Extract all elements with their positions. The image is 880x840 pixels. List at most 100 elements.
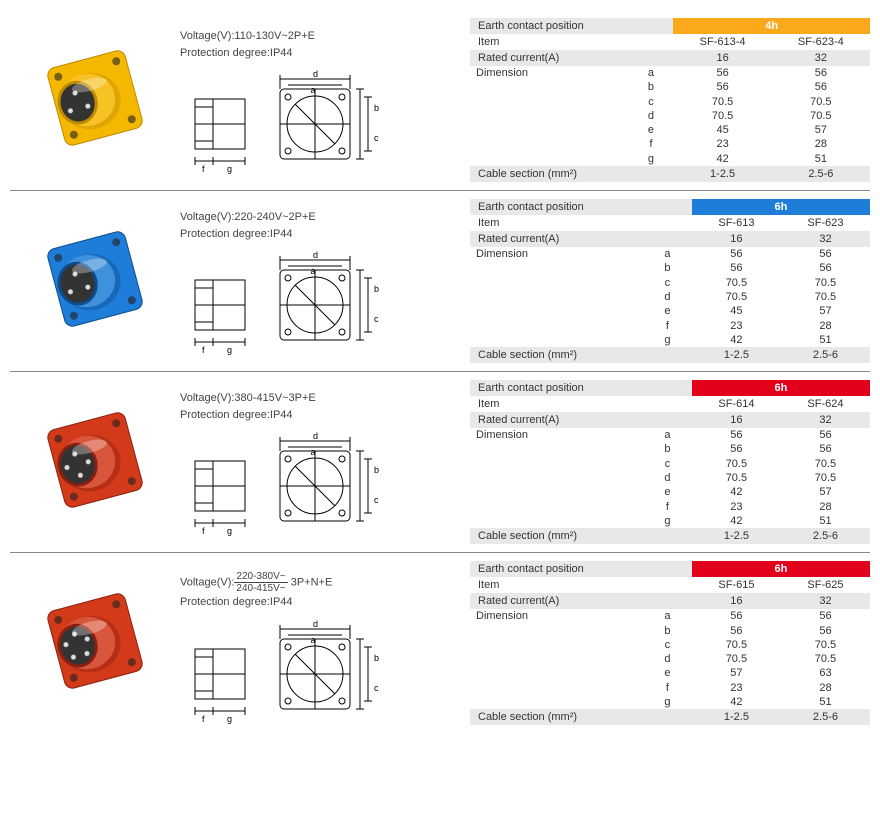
dim-value: 70.5 [692,457,781,471]
dim-value: 56 [692,428,781,442]
dim-value: 23 [692,319,781,333]
voltage-frac-top: 220-380V~ [234,571,287,583]
earth-label: Earth contact position [470,561,692,577]
dim-value: 56 [692,442,781,456]
cable-value: 1-2.5 [673,166,771,182]
dim-value: 42 [692,333,781,347]
svg-text:g: g [227,526,232,536]
item-value: SF-613-4 [673,34,771,50]
protection-label: Protection degree: [180,228,270,240]
rated-value: 32 [781,593,870,609]
rated-label: Rated current(A) [470,50,673,66]
cable-label: Cable section (mm²) [470,347,692,363]
dim-value: 70.5 [781,652,870,666]
dim-value: 70.5 [781,471,870,485]
earth-pos: 6h [692,561,870,577]
dim-letter: f [643,319,692,333]
dim-value: 70.5 [692,652,781,666]
spec-table-container: Earth contact position 6h Item SF-615 SF… [470,561,870,725]
dimension-label [470,137,629,151]
dimension-label [470,624,643,638]
dim-value: 70.5 [692,276,781,290]
dimension-label [470,666,643,680]
earth-label: Earth contact position [470,380,692,396]
dim-letter: f [629,137,674,151]
dim-value: 57 [692,666,781,680]
dim-value: 56 [673,80,771,94]
dim-letter: b [629,80,674,94]
dim-letter: d [643,652,692,666]
dim-value: 56 [692,624,781,638]
dimension-label: Dimension [470,428,643,442]
cable-value: 2.5-6 [781,528,870,544]
dimension-label [470,152,629,166]
earth-label: Earth contact position [470,199,692,215]
voltage-value: 220-240V~2P+E [234,211,315,223]
spec-table: Earth contact position 6h Item SF-615 SF… [470,561,870,725]
dim-letter: a [643,247,692,261]
spec-table: Earth contact position 4h Item SF-613-4 … [470,18,870,182]
spec-text: Voltage(V):220-380V~240-415V~ 3P+N+E Pro… [180,571,470,611]
rated-value: 16 [692,412,781,428]
earth-pos: 4h [673,18,870,34]
product-row: Voltage(V):110-130V~2P+E Protection degr… [10,10,870,191]
svg-text:g: g [227,345,232,355]
dim-letter: d [643,471,692,485]
dim-letter: g [629,152,674,166]
voltage-suffix: 3P+N+E [288,577,333,589]
dim-value: 28 [781,319,870,333]
dim-value: 56 [781,442,870,456]
dimension-label [470,500,643,514]
dim-letter: e [643,666,692,680]
item-label: Item [470,577,692,593]
dim-value: 28 [781,500,870,514]
item-label: Item [470,215,692,231]
dim-value: 70.5 [781,276,870,290]
plug-image [10,380,180,540]
svg-text:d: d [313,431,318,441]
spec-table: Earth contact position 6h Item SF-614 SF… [470,380,870,544]
dim-value: 56 [781,609,870,623]
dimension-diagram: f g d a b [180,250,470,363]
dim-letter: b [643,442,692,456]
dim-value: 70.5 [772,95,870,109]
dimension-label [470,80,629,94]
rated-value: 16 [692,231,781,247]
svg-text:d: d [313,250,318,260]
cable-value: 1-2.5 [692,347,781,363]
dim-letter: e [629,123,674,137]
dim-value: 28 [781,681,870,695]
dimension-label: Dimension [470,609,643,623]
voltage-value: 110-130V~2P+E [234,30,315,42]
dimension-label [470,261,643,275]
dim-value: 51 [772,152,870,166]
spec-column: Voltage(V):220-380V~240-415V~ 3P+N+E Pro… [180,561,470,732]
dim-value: 28 [772,137,870,151]
dim-letter: e [643,304,692,318]
plug-image [10,18,180,178]
dim-letter: g [643,514,692,528]
dim-value: 70.5 [781,290,870,304]
cable-value: 1-2.5 [692,709,781,725]
dim-letter: d [629,109,674,123]
svg-text:a: a [310,85,315,95]
dim-letter: c [629,95,674,109]
svg-text:f: f [202,345,205,355]
item-label: Item [470,396,692,412]
dim-value: 56 [781,428,870,442]
dim-letter: c [643,276,692,290]
dim-value: 45 [692,304,781,318]
dim-value: 70.5 [781,457,870,471]
dim-value: 70.5 [673,109,771,123]
voltage-value: 380-415V~3P+E [234,392,315,404]
earth-pos: 6h [692,380,870,396]
item-value: SF-615 [692,577,781,593]
protection-value: IP44 [270,409,293,421]
dimension-label [470,290,643,304]
svg-text:g: g [227,714,232,724]
dimension-label [470,123,629,137]
dim-value: 63 [781,666,870,680]
dim-value: 51 [781,333,870,347]
svg-text:a: a [310,635,315,645]
dim-letter: a [629,66,674,80]
